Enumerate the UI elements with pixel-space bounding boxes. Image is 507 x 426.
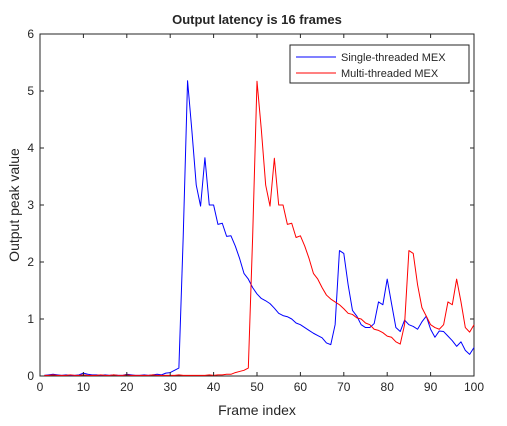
legend-label-multi-threaded: Multi-threaded MEX <box>341 68 439 80</box>
x-tick-label: 50 <box>250 380 264 394</box>
legend: Single-threaded MEX Multi-threaded MEX <box>290 45 469 83</box>
x-tick-label: 70 <box>337 380 351 394</box>
x-tick-label: 90 <box>424 380 438 394</box>
x-tick-label: 10 <box>77 380 91 394</box>
y-tick-label: 0 <box>27 369 34 383</box>
x-tick-label: 100 <box>464 380 484 394</box>
x-tick-label: 60 <box>294 380 308 394</box>
x-tick-label: 40 <box>207 380 221 394</box>
x-tick-label: 0 <box>37 380 44 394</box>
y-tick-label: 6 <box>27 27 34 41</box>
x-tick-label: 30 <box>164 380 178 394</box>
y-tick-label: 5 <box>27 84 34 98</box>
legend-label-single-threaded: Single-threaded MEX <box>341 52 446 64</box>
x-tick-label: 20 <box>120 380 134 394</box>
x-tick-label: 80 <box>381 380 395 394</box>
x-axis-label: Frame index <box>218 402 296 418</box>
chart-title: Output latency is 16 frames <box>172 12 342 27</box>
y-tick-label: 3 <box>27 198 34 212</box>
y-tick-label: 2 <box>27 255 34 269</box>
y-axis-label: Output peak value <box>6 148 22 262</box>
y-tick-label: 1 <box>27 312 34 326</box>
y-tick-label: 4 <box>27 141 34 155</box>
